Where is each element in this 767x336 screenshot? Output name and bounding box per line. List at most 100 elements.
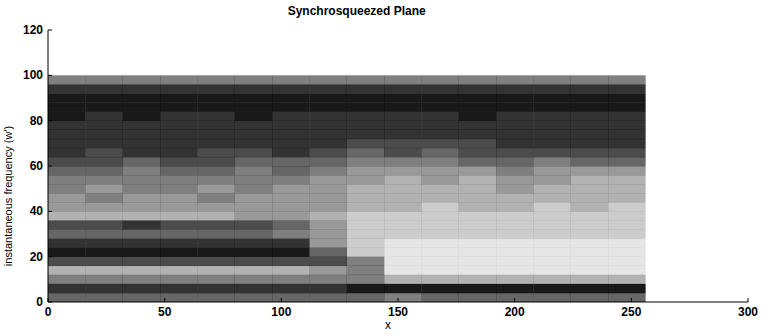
cell	[496, 202, 534, 211]
cell	[272, 75, 310, 84]
cell	[197, 84, 235, 93]
cell	[459, 229, 497, 238]
cell	[384, 193, 422, 202]
cell	[85, 220, 123, 229]
cell	[197, 193, 235, 202]
cell	[85, 193, 123, 202]
cell	[197, 75, 235, 84]
cell	[85, 202, 123, 211]
cell	[459, 293, 497, 302]
cell	[421, 193, 459, 202]
cell	[533, 293, 571, 302]
cell	[309, 193, 347, 202]
cell	[459, 121, 497, 130]
cell	[235, 202, 273, 211]
cell	[496, 93, 534, 102]
cell	[48, 75, 86, 84]
cell	[235, 266, 273, 275]
cell	[608, 239, 646, 248]
cell	[459, 84, 497, 93]
cell	[309, 211, 347, 220]
cell	[459, 193, 497, 202]
cell	[123, 103, 161, 112]
cell	[571, 220, 609, 229]
cell	[608, 166, 646, 175]
chart: 050100150200250300020406080100120Synchro…	[0, 0, 767, 336]
x-tick-label: 50	[158, 305, 172, 319]
cell	[85, 112, 123, 121]
x-tick	[398, 298, 399, 302]
cell	[48, 84, 86, 93]
cell	[197, 157, 235, 166]
cell	[309, 130, 347, 139]
cell	[197, 293, 235, 302]
cell	[48, 121, 86, 130]
cell	[48, 184, 86, 193]
cell	[496, 211, 534, 220]
cell	[160, 93, 198, 102]
cell	[347, 293, 385, 302]
cell	[160, 275, 198, 284]
cell	[123, 229, 161, 238]
cell	[123, 220, 161, 229]
cell	[235, 157, 273, 166]
cell	[235, 284, 273, 293]
cell	[384, 93, 422, 102]
cell	[123, 284, 161, 293]
cell	[421, 211, 459, 220]
cell	[235, 139, 273, 148]
cell	[496, 139, 534, 148]
cell	[197, 202, 235, 211]
y-tick	[48, 75, 52, 76]
cell	[459, 266, 497, 275]
cell	[85, 175, 123, 184]
cell	[272, 184, 310, 193]
cell	[384, 157, 422, 166]
cell	[48, 293, 86, 302]
cell	[235, 75, 273, 84]
cell	[272, 93, 310, 102]
cell	[533, 248, 571, 257]
cell	[197, 257, 235, 266]
cell	[384, 293, 422, 302]
cell	[459, 220, 497, 229]
cell	[571, 239, 609, 248]
cell	[533, 139, 571, 148]
cell	[608, 121, 646, 130]
cell	[48, 248, 86, 257]
cell	[384, 202, 422, 211]
y-tick-label: 100	[23, 68, 43, 82]
cell	[272, 293, 310, 302]
cell	[384, 266, 422, 275]
cell	[421, 84, 459, 93]
cell	[533, 130, 571, 139]
cell	[197, 175, 235, 184]
cell	[123, 84, 161, 93]
x-tick	[281, 298, 282, 302]
cell	[571, 148, 609, 157]
cell	[272, 229, 310, 238]
cell	[533, 103, 571, 112]
cell	[533, 202, 571, 211]
cell	[608, 112, 646, 121]
cell	[235, 211, 273, 220]
cell	[384, 248, 422, 257]
cell	[48, 220, 86, 229]
cell	[533, 93, 571, 102]
cell	[608, 130, 646, 139]
cell	[421, 139, 459, 148]
cell	[160, 103, 198, 112]
cell	[608, 103, 646, 112]
cell	[123, 93, 161, 102]
cell	[347, 75, 385, 84]
background	[0, 0, 767, 336]
cell	[235, 148, 273, 157]
cell	[123, 266, 161, 275]
cell	[123, 248, 161, 257]
cell	[459, 103, 497, 112]
cell	[608, 139, 646, 148]
cell	[48, 284, 86, 293]
y-tick-label: 60	[30, 159, 44, 173]
cell	[459, 75, 497, 84]
cell	[496, 184, 534, 193]
